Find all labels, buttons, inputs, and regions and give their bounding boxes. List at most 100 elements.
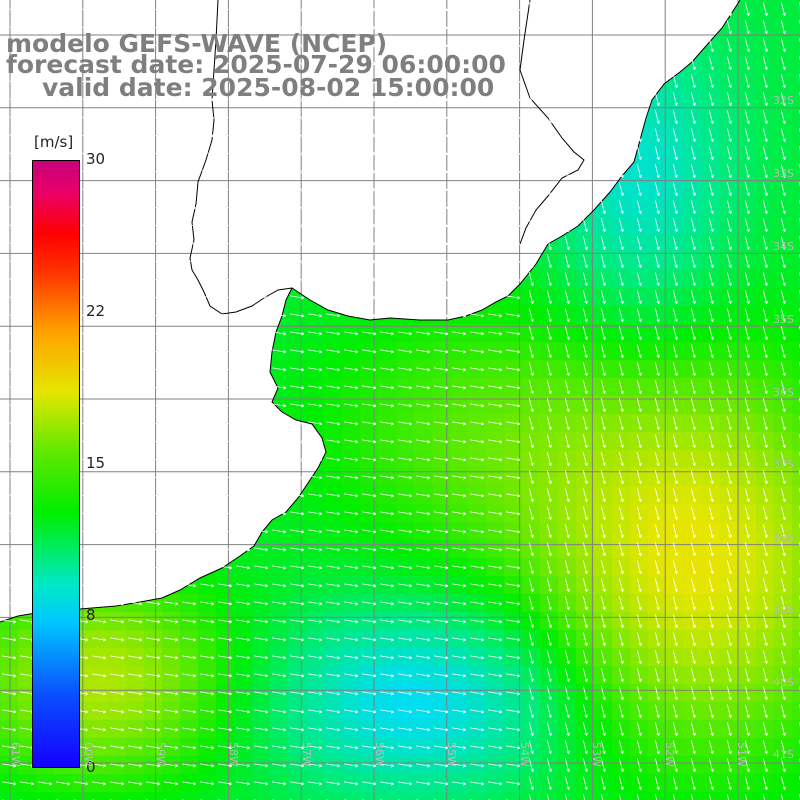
wind-arrow <box>236 43 251 48</box>
wind-arrow <box>20 61 35 66</box>
lon-label-52w: 52W <box>663 742 676 767</box>
wind-cell <box>612 792 630 800</box>
wind-arrow <box>344 7 359 12</box>
wind-cell <box>576 792 594 800</box>
wind-arrow <box>128 7 143 12</box>
wind-arrow <box>110 25 125 30</box>
wind-arrow <box>146 61 161 66</box>
wind-cell <box>180 792 198 800</box>
wind-arrow <box>726 38 732 53</box>
wind-arrow <box>690 38 696 53</box>
wind-cell <box>792 342 800 360</box>
wind-cell <box>792 756 800 774</box>
wind-arrow <box>218 7 233 12</box>
wind-cell <box>792 162 800 180</box>
wind-arrow <box>470 7 485 12</box>
wind-cell <box>792 72 800 90</box>
wind-arrow <box>218 43 233 48</box>
wind-arrow <box>416 61 431 66</box>
wind-arrow <box>92 61 107 66</box>
wind-cell <box>792 144 800 162</box>
wind-cell <box>720 792 738 800</box>
wind-cell <box>486 792 504 800</box>
wind-arrow <box>672 56 678 71</box>
wind-arrow <box>564 38 570 53</box>
wind-cell <box>108 792 126 800</box>
wind-cell <box>792 18 800 36</box>
wind-arrow <box>200 7 215 12</box>
wind-arrow <box>2 61 17 66</box>
wind-cell <box>792 630 800 648</box>
wind-cell <box>396 792 414 800</box>
wind-arrow <box>362 7 377 12</box>
wind-cell <box>414 792 432 800</box>
coastline <box>0 0 741 623</box>
wind-arrow <box>20 25 35 30</box>
wind-arrow <box>146 7 161 12</box>
wind-arrow <box>200 43 215 48</box>
wind-arrow <box>528 2 534 17</box>
lat-label-33s: 33S <box>773 167 794 180</box>
colorbar-tick-30: 30 <box>86 150 106 168</box>
wind-cell <box>360 792 378 800</box>
wind-arrow <box>164 25 179 30</box>
land-mask <box>0 0 740 622</box>
wind-arrow <box>74 43 89 48</box>
wind-cell <box>666 792 684 800</box>
wind-arrow <box>92 25 107 30</box>
wind-arrow <box>380 61 395 66</box>
wind-arrow <box>618 56 624 71</box>
wind-cell <box>792 198 800 216</box>
lon-label-59w: 59W <box>154 742 167 767</box>
wind-arrow <box>654 38 660 53</box>
wind-cell <box>792 468 800 486</box>
wind-arrow <box>708 2 714 17</box>
colorbar-tick-15: 15 <box>86 454 106 472</box>
wind-arrow <box>272 25 287 30</box>
wind-arrow <box>38 25 53 30</box>
wind-cell <box>738 792 756 800</box>
wind-arrow <box>582 38 588 53</box>
wind-cell <box>504 792 522 800</box>
wind-arrow <box>56 7 71 12</box>
wind-cell <box>792 684 800 702</box>
wind-arrow <box>182 25 197 30</box>
wind-arrow <box>564 2 570 17</box>
wind-arrow <box>236 25 251 30</box>
wind-arrow <box>74 25 89 30</box>
wind-cell <box>792 702 800 720</box>
lat-label-36s: 36S <box>773 386 794 399</box>
wind-arrow <box>38 7 53 12</box>
wind-cell <box>144 792 162 800</box>
wind-arrow <box>564 56 570 71</box>
wind-cell <box>792 252 800 270</box>
wind-arrow <box>708 20 714 35</box>
wind-cell <box>792 0 800 18</box>
wind-cell <box>540 792 558 800</box>
wind-cell <box>792 288 800 306</box>
wind-cell <box>432 792 450 800</box>
colorbar-unit: [m/s] <box>34 133 74 151</box>
wind-cell <box>792 36 800 54</box>
wind-arrow <box>654 20 660 35</box>
wind-cell <box>648 792 666 800</box>
wind-arrow <box>618 20 624 35</box>
wind-arrow <box>326 25 341 30</box>
wind-arrow <box>362 25 377 30</box>
wind-cell <box>792 126 800 144</box>
wind-arrow <box>398 61 413 66</box>
wind-arrow <box>272 43 287 48</box>
wind-cell <box>792 108 800 126</box>
wind-cell <box>792 234 800 252</box>
wind-arrow <box>92 7 107 12</box>
wind-arrow <box>380 43 395 48</box>
wind-cell <box>756 792 774 800</box>
wind-arrow <box>290 25 305 30</box>
wind-arrow <box>434 61 449 66</box>
wind-arrow <box>744 20 750 35</box>
wind-cell <box>792 378 800 396</box>
wind-cell <box>198 792 216 800</box>
wind-arrow <box>434 43 449 48</box>
wind-arrow <box>200 61 215 66</box>
